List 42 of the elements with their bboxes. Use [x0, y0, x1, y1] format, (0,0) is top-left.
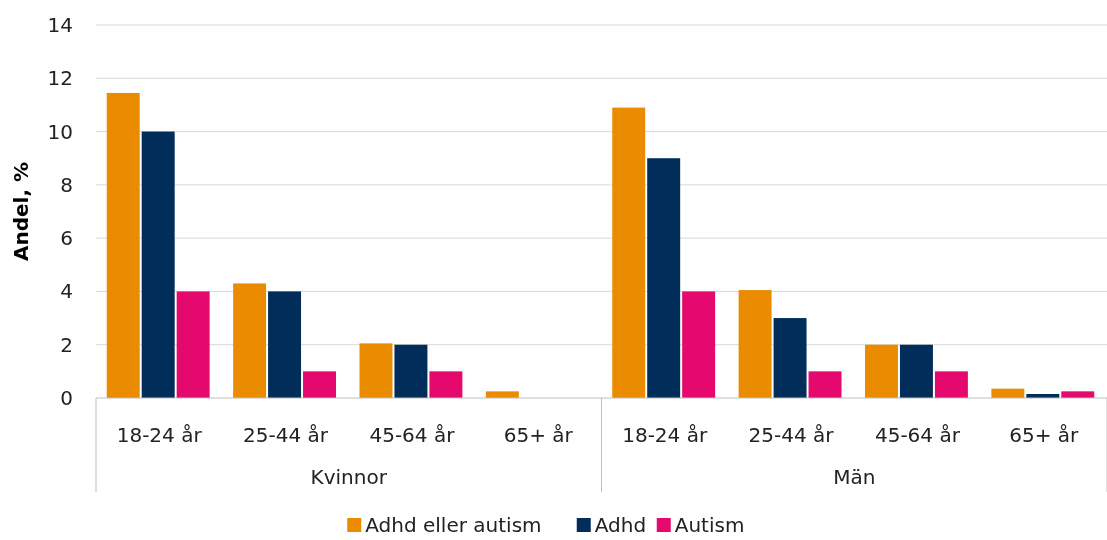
- bar: [394, 344, 428, 398]
- bar: [303, 371, 337, 398]
- y-tick-label: 4: [60, 279, 73, 304]
- x-tick-label: 18-24 år: [116, 423, 203, 447]
- x-tick-label: 25-44 år: [748, 423, 835, 447]
- bar: [682, 291, 716, 398]
- y-tick-label: 2: [60, 332, 73, 357]
- bar: [106, 92, 140, 398]
- x-tick-label: 18-24 år: [622, 423, 708, 447]
- x-tick-label: 45-64 år: [874, 423, 961, 447]
- bar: [612, 107, 646, 398]
- x-tick-label: 65+ år: [1009, 423, 1080, 447]
- bar: [899, 344, 933, 398]
- bar: [1061, 391, 1095, 398]
- bar: [738, 290, 772, 398]
- bar: [773, 318, 807, 398]
- text: Män: [833, 465, 876, 489]
- bar: [485, 391, 519, 398]
- bar: [429, 371, 463, 398]
- y-tick-label: 12: [47, 66, 73, 91]
- bar: [141, 131, 175, 398]
- bar: [233, 283, 267, 398]
- y-tick-label: 14: [47, 13, 73, 37]
- legend-label: Adhd: [594, 513, 647, 537]
- text: Kvinnor: [310, 465, 388, 489]
- bar: [808, 371, 842, 398]
- y-tick-label: 10: [47, 119, 73, 144]
- y-tick-label: 0: [60, 386, 73, 410]
- bar: [934, 371, 968, 398]
- x-tick-label: 65+ år: [503, 423, 574, 447]
- bar: [647, 158, 681, 398]
- x-tick-label: 45-64 år: [369, 423, 456, 447]
- y-axis-title: Andel, %: [9, 161, 33, 262]
- y-tick-label: 8: [60, 172, 73, 197]
- bar: [864, 344, 898, 398]
- y-tick-label: 6: [60, 226, 73, 251]
- legend-label: Adhd eller autism: [365, 513, 542, 537]
- bar: [268, 291, 302, 398]
- legend-label: Autism: [674, 513, 745, 537]
- x-tick-label: 25-44 år: [243, 423, 329, 447]
- bar: [176, 291, 210, 398]
- bar: [359, 343, 393, 398]
